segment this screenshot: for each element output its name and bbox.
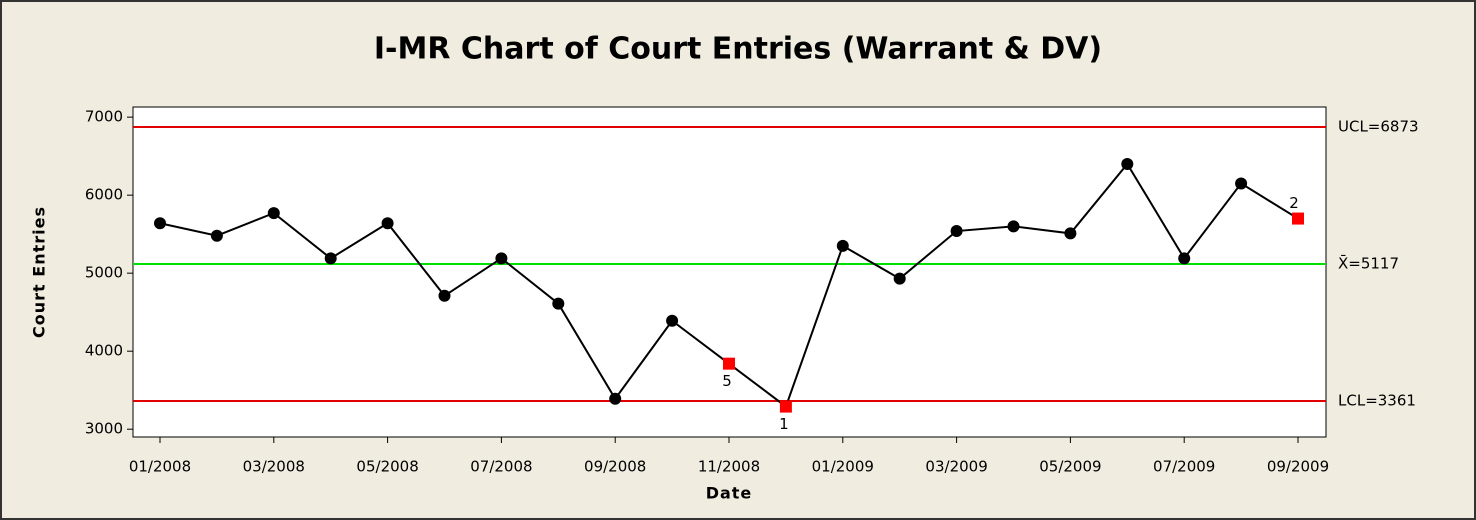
x-tick-label: 07/2008 [470, 458, 532, 476]
point [267, 207, 280, 220]
control-line-label: X̄=5117 [1338, 254, 1399, 273]
x-tick-label: 03/2008 [243, 458, 305, 476]
point [666, 314, 679, 327]
point [950, 225, 963, 238]
x-tick-label: 05/2009 [1039, 458, 1101, 476]
x-tick-label: 09/2009 [1267, 458, 1329, 476]
y-tick-label: 6000 [85, 186, 123, 204]
y-tick-label: 7000 [85, 108, 123, 126]
y-tick-label: 3000 [85, 420, 123, 438]
flagged-point [723, 357, 735, 370]
point [324, 252, 337, 265]
flagged-point [1292, 212, 1304, 225]
test-label: 2 [1289, 194, 1299, 212]
y-tick-label: 4000 [85, 342, 123, 360]
point [495, 252, 508, 265]
test-label: 1 [779, 415, 789, 433]
point [210, 229, 223, 242]
point [1178, 252, 1191, 265]
x-tick-label: 07/2009 [1153, 458, 1215, 476]
test-label: 5 [722, 372, 732, 390]
y-tick-label: 5000 [85, 264, 123, 282]
x-tick-label: 09/2008 [584, 458, 646, 476]
point [381, 217, 394, 230]
flagged-point [779, 400, 792, 413]
chart-title: I-MR Chart of Court Entries (Warrant & D… [374, 32, 1102, 67]
control-line-label: LCL=3361 [1338, 392, 1416, 410]
point [1007, 220, 1020, 233]
point [836, 239, 849, 252]
x-axis-title: Date [706, 484, 753, 503]
x-tick-label: 05/2008 [356, 458, 418, 476]
point [438, 289, 451, 302]
point [1064, 227, 1077, 240]
point [893, 272, 906, 285]
x-tick-label: 01/2009 [812, 458, 874, 476]
point [154, 217, 166, 230]
point [1235, 177, 1248, 190]
point [1121, 157, 1134, 170]
x-tick-label: 03/2009 [925, 458, 987, 476]
x-tick-label: 11/2008 [698, 458, 760, 476]
control-line-label: UCL=6873 [1338, 118, 1419, 136]
point [609, 392, 622, 405]
point [552, 297, 565, 310]
x-tick-label: 01/2008 [129, 458, 191, 476]
y-axis-title: Court Entries [30, 206, 49, 338]
